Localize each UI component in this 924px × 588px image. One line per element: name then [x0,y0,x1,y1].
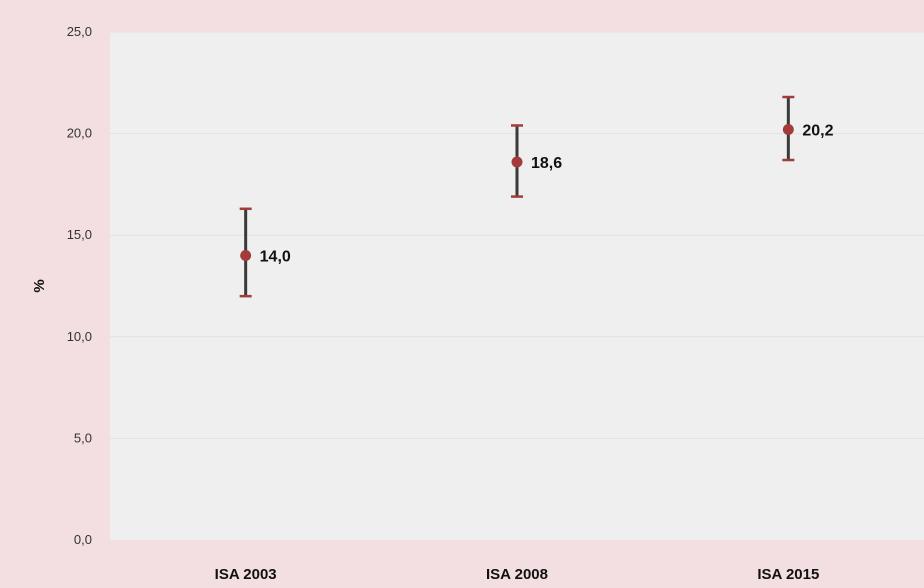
x-category-label: ISA 2015 [757,566,819,583]
data-point [240,250,252,262]
y-tick-label: 0,0 [74,532,92,547]
y-tick-label: 15,0 [67,227,92,242]
y-tick-label: 25,0 [67,24,92,39]
y-axis-ticks: 0,0 5,0 10,0 15,0 20,0 25,0 [67,24,92,547]
y-axis-title: % [31,279,48,292]
x-category-label: ISA 2008 [486,566,548,583]
y-tick-label: 5,0 [74,430,92,445]
series-layer: 14,0 18,6 20,2 [239,95,834,298]
data-label: 14,0 [260,249,291,266]
data-label: 18,6 [531,155,562,172]
data-point [782,124,794,136]
data-label: 20,2 [802,123,833,140]
x-axis-categories: ISA 2003 ISA 2008 ISA 2015 [215,566,820,583]
x-category-label: ISA 2003 [215,566,277,583]
y-tick-label: 20,0 [67,126,92,141]
data-point [511,156,523,168]
y-tick-label: 10,0 [67,329,92,344]
plot-area [110,32,924,540]
